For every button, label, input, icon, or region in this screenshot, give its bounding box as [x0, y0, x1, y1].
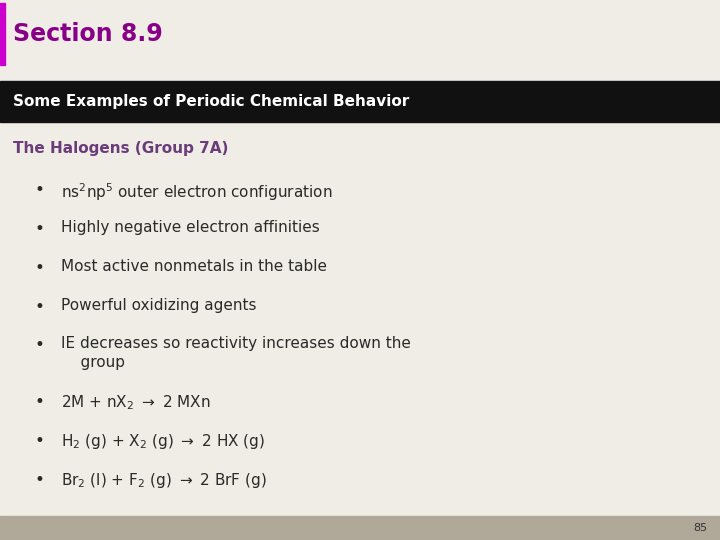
Text: •: • — [35, 336, 45, 354]
Text: •: • — [35, 220, 45, 238]
Text: •: • — [35, 298, 45, 315]
Text: H$_2$ (g) + X$_2$ (g) $\rightarrow$ 2 HX (g): H$_2$ (g) + X$_2$ (g) $\rightarrow$ 2 HX… — [61, 432, 265, 451]
Text: 2M + nX$_2$ $\rightarrow$ 2 MXn: 2M + nX$_2$ $\rightarrow$ 2 MXn — [61, 393, 211, 412]
Text: Br$_2$ (l) + F$_2$ (g) $\rightarrow$ 2 BrF (g): Br$_2$ (l) + F$_2$ (g) $\rightarrow$ 2 B… — [61, 471, 267, 490]
Text: Powerful oxidizing agents: Powerful oxidizing agents — [61, 298, 257, 313]
Text: •: • — [35, 181, 45, 199]
Text: Section 8.9: Section 8.9 — [13, 22, 163, 46]
Bar — [0, 3, 5, 65]
Text: $\mathregular{ns^2np^5}$ outer electron configuration: $\mathregular{ns^2np^5}$ outer electron … — [61, 181, 333, 202]
Text: •: • — [35, 432, 45, 450]
Text: •: • — [35, 471, 45, 489]
Text: •: • — [35, 259, 45, 276]
Text: The Halogens (Group 7A): The Halogens (Group 7A) — [13, 141, 228, 156]
Text: IE decreases so reactivity increases down the
    group: IE decreases so reactivity increases dow… — [61, 336, 411, 370]
Bar — [0, 516, 720, 540]
Text: Most active nonmetals in the table: Most active nonmetals in the table — [61, 259, 327, 274]
Text: Highly negative electron affinities: Highly negative electron affinities — [61, 220, 320, 235]
Text: •: • — [35, 393, 45, 411]
Text: 85: 85 — [693, 523, 707, 533]
Bar — [0, 81, 720, 122]
Text: Some Examples of Periodic Chemical Behavior: Some Examples of Periodic Chemical Behav… — [13, 94, 409, 109]
